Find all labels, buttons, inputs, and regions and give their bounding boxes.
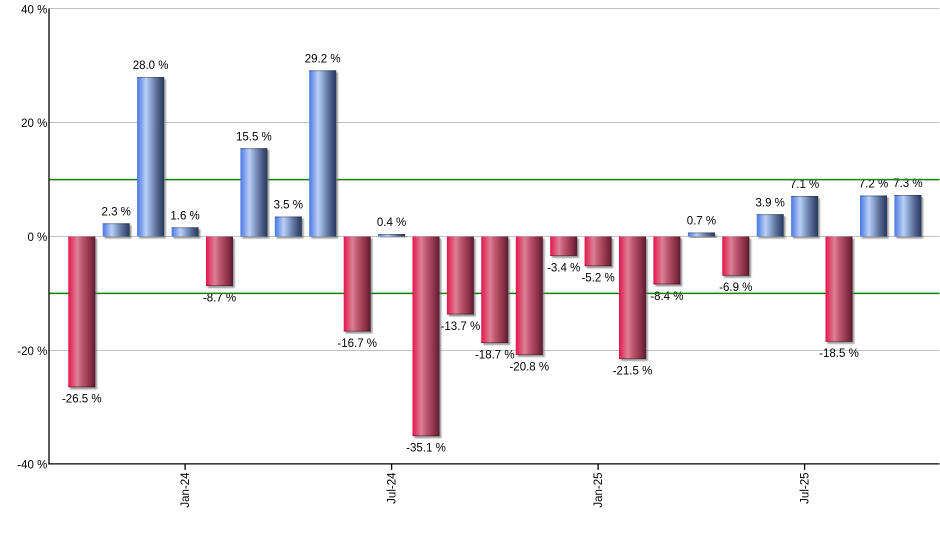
svg-text:2.3 %: 2.3 %: [101, 206, 130, 218]
svg-text:0.7 %: 0.7 %: [687, 216, 716, 228]
svg-text:Jan-24: Jan-24: [180, 472, 192, 508]
svg-text:0.4 %: 0.4 %: [377, 217, 406, 229]
svg-text:-13.7 %: -13.7 %: [441, 321, 481, 333]
svg-text:29.2 %: 29.2 %: [305, 53, 341, 65]
svg-text:7.2 %: 7.2 %: [859, 179, 888, 191]
svg-text:-20 %: -20 %: [17, 346, 47, 358]
svg-text:0 %: 0 %: [27, 232, 47, 244]
svg-text:-40 %: -40 %: [17, 460, 47, 472]
svg-text:-20.8 %: -20.8 %: [509, 361, 549, 373]
svg-text:-18.5 %: -18.5 %: [819, 348, 859, 360]
svg-text:-8.7 %: -8.7 %: [203, 293, 236, 305]
svg-text:-16.7 %: -16.7 %: [337, 338, 377, 350]
svg-text:-6.9 %: -6.9 %: [719, 282, 752, 294]
svg-text:-18.7 %: -18.7 %: [475, 349, 515, 361]
svg-text:Jul-25: Jul-25: [800, 473, 812, 504]
svg-text:3.5 %: 3.5 %: [274, 200, 303, 212]
svg-text:-35.1 %: -35.1 %: [406, 443, 446, 455]
svg-text:40 %: 40 %: [21, 5, 47, 17]
svg-text:3.9 %: 3.9 %: [755, 197, 784, 209]
svg-text:-26.5 %: -26.5 %: [62, 394, 102, 406]
svg-text:15.5 %: 15.5 %: [236, 131, 272, 143]
svg-text:-8.4 %: -8.4 %: [650, 291, 683, 303]
svg-text:7.3 %: 7.3 %: [893, 178, 922, 190]
svg-text:Jul-24: Jul-24: [387, 472, 399, 504]
svg-text:7.1 %: 7.1 %: [790, 179, 819, 191]
svg-text:-3.4 %: -3.4 %: [547, 262, 580, 274]
svg-text:1.6 %: 1.6 %: [170, 210, 199, 222]
svg-text:-21.5 %: -21.5 %: [613, 365, 653, 377]
svg-text:-5.2 %: -5.2 %: [581, 273, 614, 285]
svg-text:28.0 %: 28.0 %: [133, 60, 169, 72]
svg-text:Jan-25: Jan-25: [593, 473, 605, 508]
svg-text:20 %: 20 %: [21, 118, 47, 130]
